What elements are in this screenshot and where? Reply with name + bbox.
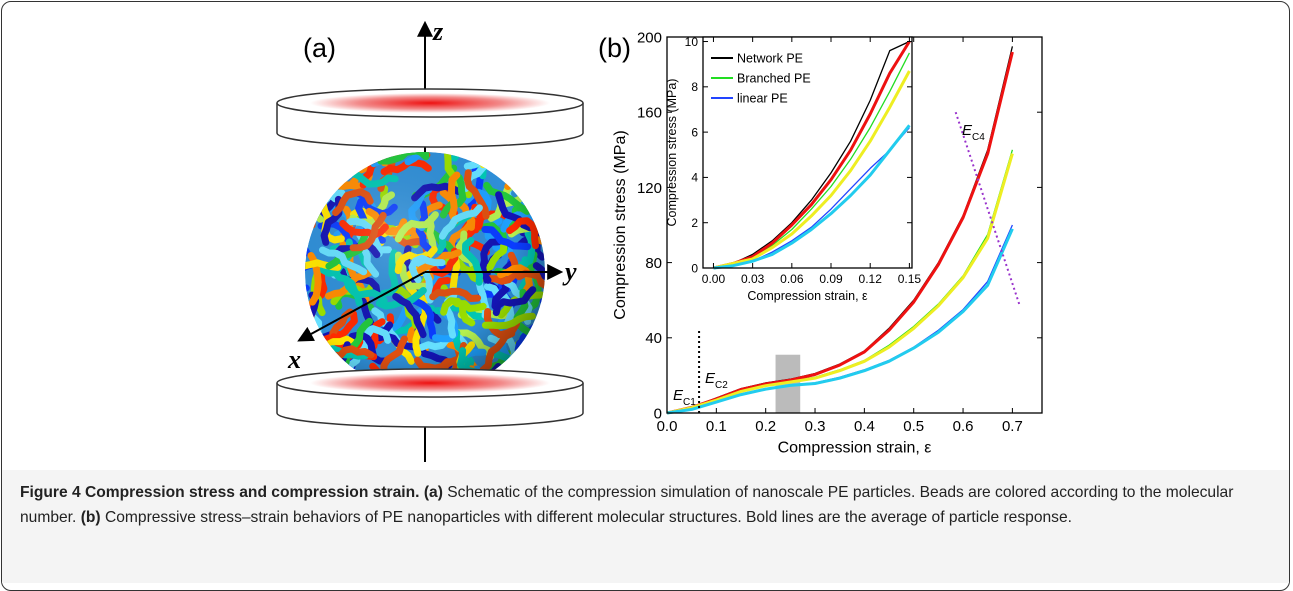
x-axis-title: Compression strain, ε bbox=[747, 289, 868, 303]
y-axis-title: Compression stress (MPa) bbox=[612, 130, 629, 319]
bead-chain bbox=[305, 173, 320, 218]
bead-chain bbox=[507, 152, 544, 174]
x-tick-label: 0.0 bbox=[657, 418, 678, 435]
y-axis-title: Compression stress (MPa) bbox=[665, 79, 679, 227]
bead-chain bbox=[319, 156, 337, 206]
axes-frame bbox=[702, 36, 913, 269]
y-tick-label: 4 bbox=[691, 171, 698, 185]
bead-chain bbox=[309, 154, 346, 197]
annotation-symbol: E bbox=[705, 370, 716, 387]
average-line bbox=[666, 228, 1014, 415]
x-tick-label: 0.4 bbox=[854, 418, 875, 435]
x-tick-label: 0.3 bbox=[805, 418, 826, 435]
x-axis-arrow bbox=[297, 271, 426, 342]
figure: (a) (b) z y x 0.0 0.1 0.2 0.3 0.4 0.5 0.6 0.7 0 4… bbox=[276, 17, 1043, 462]
bead-chain bbox=[506, 152, 541, 175]
x-tick-label: 0.5 bbox=[903, 418, 924, 435]
x-tick-label: 0.15 bbox=[898, 272, 922, 286]
average-line bbox=[713, 124, 911, 270]
bead-chain bbox=[525, 322, 545, 370]
dotted-line bbox=[954, 111, 1021, 307]
annotation-subscript: C1 bbox=[683, 397, 696, 408]
legend-label: Branched PE bbox=[737, 72, 811, 86]
y-tick-label: 80 bbox=[645, 255, 662, 272]
average-line bbox=[666, 153, 1014, 415]
caption-title: Figure 4 Compression stress and compress… bbox=[20, 484, 420, 501]
axis-name: x bbox=[287, 345, 301, 374]
bead-chain bbox=[504, 152, 544, 190]
x-tick-label: 0.1 bbox=[706, 418, 727, 435]
annotation-subscript: C4 bbox=[972, 132, 985, 143]
top-plate bbox=[276, 88, 584, 148]
axis-name: y bbox=[562, 257, 577, 286]
caption-label: (a) bbox=[423, 484, 443, 501]
annotation-symbol: E bbox=[962, 122, 973, 139]
bead-chain bbox=[330, 152, 367, 180]
panel-label: (a) bbox=[303, 33, 336, 63]
x-tick-label: 0.6 bbox=[953, 418, 974, 435]
y-tick-label: 40 bbox=[645, 330, 662, 347]
caption-text: Compressive stress–strain behaviors of P… bbox=[104, 509, 1072, 526]
x-tick-label: 0.06 bbox=[780, 272, 804, 286]
bead-chain bbox=[324, 152, 367, 175]
caption-label: (b) bbox=[80, 509, 101, 526]
y-tick-label: 10 bbox=[685, 35, 699, 49]
x-tick-label: 0.09 bbox=[819, 272, 843, 286]
bottom-plate bbox=[276, 368, 584, 428]
bead-chain bbox=[313, 152, 354, 190]
x-tick-label: 0.2 bbox=[755, 418, 776, 435]
bead-chain bbox=[516, 161, 541, 209]
y-tick-label: 0 bbox=[654, 405, 662, 422]
y-tick-label: 120 bbox=[637, 180, 662, 197]
legend-label: Network PE bbox=[737, 52, 803, 66]
y-tick-label: 2 bbox=[691, 216, 698, 230]
x-tick-label: 0.03 bbox=[741, 272, 765, 286]
y-tick-label: 8 bbox=[691, 80, 698, 94]
average-line bbox=[713, 70, 911, 270]
bead-chain bbox=[305, 197, 318, 215]
x-tick-label: 0.00 bbox=[702, 272, 726, 286]
legend-label: linear PE bbox=[737, 92, 788, 106]
x-tick-label: 0.7 bbox=[1002, 418, 1023, 435]
axis-name: z bbox=[432, 17, 444, 46]
bead-chain bbox=[305, 181, 317, 229]
annotation-symbol: E bbox=[673, 387, 684, 404]
y-tick-label: 0 bbox=[691, 261, 698, 275]
bead-chain bbox=[305, 152, 343, 166]
panel-label: (b) bbox=[598, 33, 631, 63]
bead-chain bbox=[305, 187, 324, 223]
annotation-subscript: C2 bbox=[715, 380, 728, 391]
x-tick-label: 0.12 bbox=[859, 272, 883, 286]
bead-chain bbox=[305, 332, 328, 379]
x-axis-title: Compression strain, ε bbox=[778, 440, 932, 457]
y-tick-label: 6 bbox=[691, 125, 698, 139]
y-tick-label: 200 bbox=[637, 29, 662, 46]
caption: Figure 4 Compression stress and compress… bbox=[2, 470, 1289, 583]
bead-chain bbox=[305, 200, 314, 238]
caption-text: Schematic of the compression simulation … bbox=[20, 484, 1234, 526]
y-tick-label: 160 bbox=[637, 105, 662, 122]
